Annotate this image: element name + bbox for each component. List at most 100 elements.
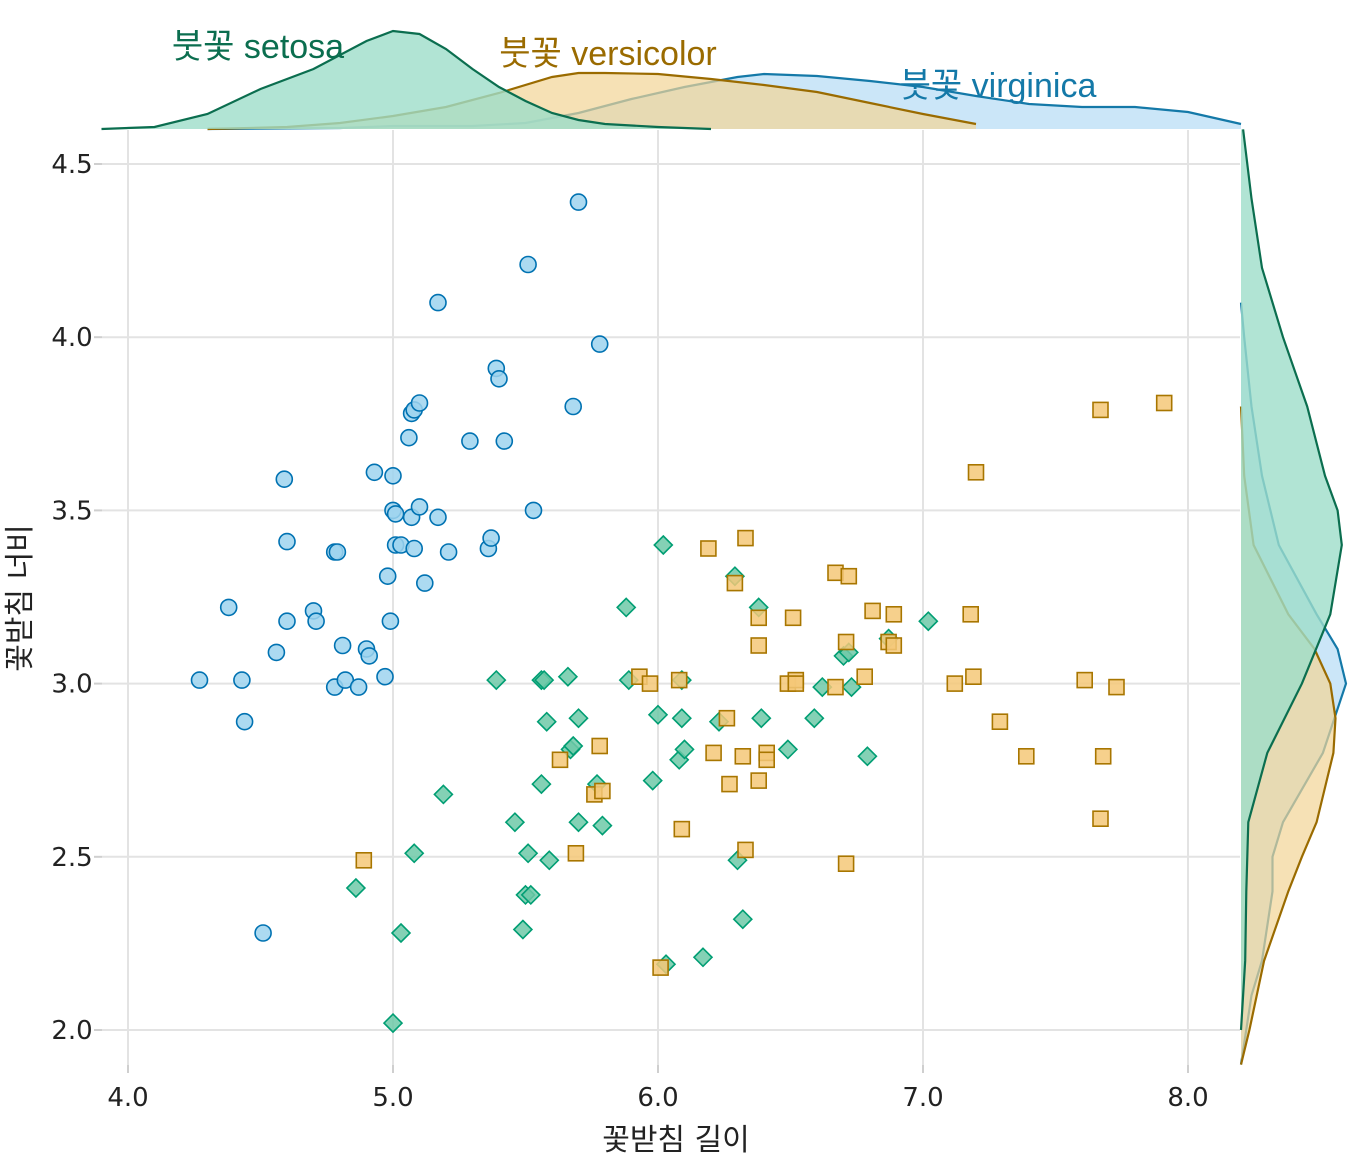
y-tick-label-0: 2.0: [51, 1016, 92, 1046]
data-point: [653, 534, 674, 556]
top-density-plot: [101, 29, 1242, 131]
data-point: [517, 843, 539, 864]
data-point: [641, 675, 659, 692]
data-point: [787, 675, 805, 692]
data-point: [410, 498, 429, 516]
data-point: [594, 782, 611, 800]
data-point: [433, 784, 454, 805]
data-point: [737, 841, 754, 859]
data-point: [967, 463, 985, 481]
data-point: [777, 739, 799, 760]
series-label-versicolor: 붓꽃 versicolor: [499, 35, 717, 73]
series-label-setosa: 붓꽃 setosa: [172, 28, 344, 66]
data-point: [758, 751, 776, 769]
data-point: [750, 772, 768, 789]
x-tick-label-3: 7.0: [902, 1083, 943, 1113]
data-point: [732, 909, 753, 930]
right-density-line-0: [1239, 129, 1343, 1031]
data-point: [568, 708, 589, 729]
data-point: [647, 704, 669, 725]
tick-labels: 4.0 5.0 6.0 7.0 8.0 2.0 2.5 3.0 3.5 4.0 4.5: [51, 150, 1208, 1113]
data-point: [235, 712, 254, 731]
data-point: [390, 922, 412, 944]
data-point: [1155, 394, 1173, 412]
data-point: [567, 844, 585, 862]
data-point: [520, 884, 541, 906]
data-point: [857, 746, 878, 767]
data-point: [705, 744, 722, 762]
data-point: [490, 369, 508, 388]
data-point: [190, 671, 209, 689]
data-point: [378, 567, 397, 586]
data-point: [405, 539, 424, 558]
data-point: [946, 675, 964, 692]
series-2-points: [355, 394, 1173, 976]
data-point: [307, 612, 325, 631]
data-point: [429, 293, 447, 312]
data-point: [962, 605, 980, 623]
data-point: [219, 598, 238, 617]
data-point: [400, 428, 418, 447]
data-point: [278, 532, 296, 551]
data-point: [381, 612, 400, 631]
data-point: [751, 708, 772, 729]
data-point: [1076, 671, 1093, 689]
data-point: [590, 335, 609, 353]
data-point: [495, 432, 514, 450]
data-point: [671, 708, 692, 729]
data-point: [864, 602, 881, 620]
data-point: [233, 671, 251, 689]
y-tick-label-2: 3.0: [51, 670, 92, 700]
right-density-plot: [1239, 129, 1348, 1065]
data-point: [726, 574, 744, 592]
data-point: [360, 647, 379, 665]
data-point: [539, 850, 560, 871]
data-point: [592, 815, 613, 836]
data-points: [190, 193, 1173, 1034]
data-point: [750, 609, 768, 627]
data-point: [1094, 747, 1112, 765]
data-point: [734, 747, 752, 765]
data-point: [1092, 810, 1109, 828]
data-point: [275, 470, 294, 489]
x-tick-label-2: 6.0: [637, 1083, 678, 1113]
data-point: [991, 713, 1009, 731]
x-axis-title: 꽃받침 길이: [602, 1123, 750, 1158]
data-point: [569, 193, 588, 211]
data-point: [333, 636, 352, 655]
data-point: [721, 775, 738, 793]
data-point: [837, 633, 855, 651]
data-point: [591, 737, 609, 755]
data-point: [750, 637, 768, 654]
data-point: [439, 543, 458, 561]
right-density-area-0: [1241, 129, 1342, 1030]
data-point: [642, 770, 663, 791]
data-point: [531, 773, 552, 795]
data-point: [1017, 747, 1035, 765]
data-point: [519, 255, 537, 274]
data-point: [840, 567, 858, 585]
data-point: [737, 529, 754, 547]
data-point: [885, 637, 903, 654]
data-point: [804, 708, 825, 729]
data-point: [384, 466, 402, 485]
y-tick-label-4: 4.0: [51, 323, 92, 353]
data-point: [415, 574, 434, 592]
data-point: [365, 463, 384, 482]
data-point: [355, 851, 373, 869]
data-point: [254, 924, 272, 942]
data-point: [918, 611, 939, 632]
data-point: [328, 543, 347, 561]
y-tick-label-1: 2.5: [51, 843, 92, 873]
data-point: [784, 609, 802, 627]
y-tick-label-3: 3.5: [51, 496, 92, 526]
data-point: [278, 612, 296, 631]
x-tick-label-4: 8.0: [1167, 1083, 1208, 1113]
data-point: [376, 667, 394, 686]
data-point: [718, 709, 736, 727]
y-tick-label-5: 4.5: [51, 150, 92, 180]
x-tick-label-1: 5.0: [372, 1083, 413, 1113]
data-point: [557, 666, 579, 687]
data-point: [410, 394, 429, 412]
